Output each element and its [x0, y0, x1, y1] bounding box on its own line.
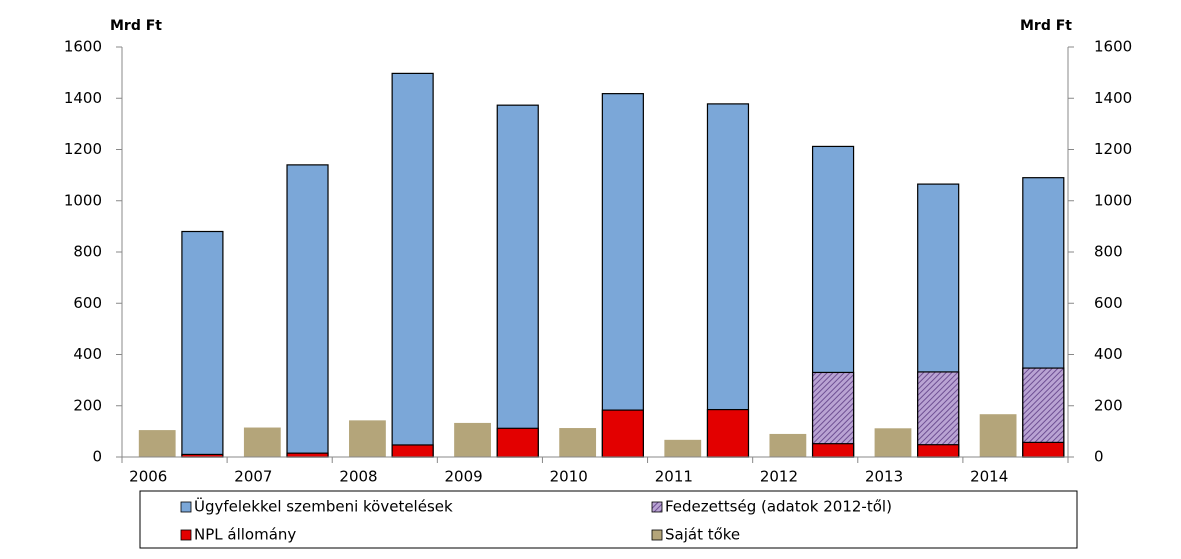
legend-swatch — [651, 529, 663, 541]
bar — [917, 444, 960, 458]
bar — [811, 371, 855, 458]
bar — [243, 427, 281, 457]
legend-label: NPL állomány — [194, 526, 296, 544]
bar — [454, 422, 491, 457]
bar — [769, 433, 807, 457]
y-tick-label: 1000 — [64, 191, 102, 209]
bar — [349, 420, 386, 457]
y2-tick-label: 1200 — [1094, 140, 1132, 158]
bar — [706, 408, 750, 458]
y2-tick-label: 200 — [1094, 396, 1123, 414]
y-tick-label: 1400 — [64, 89, 102, 107]
y-tick-label: 0 — [92, 448, 102, 466]
y-tick-label: 200 — [73, 396, 102, 414]
bar — [496, 427, 539, 458]
y2-tick-label: 0 — [1094, 448, 1104, 466]
y2-tick-label: 400 — [1094, 345, 1123, 363]
bar — [601, 409, 644, 458]
bar — [664, 439, 702, 457]
bar — [706, 103, 750, 458]
y2-axis-title: Mrd Ft — [1020, 18, 1072, 34]
y2-tick-label: 600 — [1094, 294, 1123, 312]
y2-tick-label: 1400 — [1094, 89, 1132, 107]
y2-tick-label: 1000 — [1094, 191, 1132, 209]
legend-label: Saját tőke — [665, 526, 740, 544]
x-tick-label: 2010 — [550, 468, 588, 486]
x-tick-label: 2013 — [865, 468, 903, 486]
bar — [391, 444, 434, 458]
bar — [286, 452, 329, 458]
y-tick-label: 400 — [73, 345, 102, 363]
legend-swatch — [180, 501, 192, 513]
x-tick-label: 2006 — [129, 468, 167, 486]
y2-tick-label: 1600 — [1094, 38, 1132, 56]
bar — [811, 443, 855, 458]
legend-box — [139, 490, 1078, 549]
y-axis-title: Mrd Ft — [110, 18, 162, 34]
legend-swatch — [180, 529, 192, 541]
y-tick-label: 1600 — [64, 38, 102, 56]
x-tick-label: 2011 — [655, 468, 693, 486]
bar — [559, 428, 597, 457]
y-tick-label: 600 — [73, 294, 102, 312]
x-tick-label: 2007 — [234, 468, 272, 486]
y-tick-label: 1200 — [64, 140, 102, 158]
bar — [181, 230, 224, 458]
bar — [979, 414, 1017, 457]
x-tick-label: 2008 — [339, 468, 377, 486]
bar — [138, 430, 176, 457]
bar — [874, 428, 912, 457]
x-tick-label: 2012 — [760, 468, 798, 486]
legend-label: Fedezettség (adatok 2012-től) — [665, 498, 892, 516]
bar — [391, 72, 434, 458]
bar — [496, 104, 539, 458]
y2-tick-label: 800 — [1094, 243, 1123, 261]
y-tick-label: 800 — [73, 243, 102, 261]
x-tick-label: 2014 — [970, 468, 1008, 486]
bar — [286, 164, 329, 458]
bar — [601, 93, 644, 458]
legend-label: Ügyfelekkel szembeni követelések — [194, 497, 453, 516]
x-tick-label: 2009 — [445, 468, 483, 486]
legend-swatch — [651, 501, 663, 513]
bar — [1022, 441, 1065, 458]
